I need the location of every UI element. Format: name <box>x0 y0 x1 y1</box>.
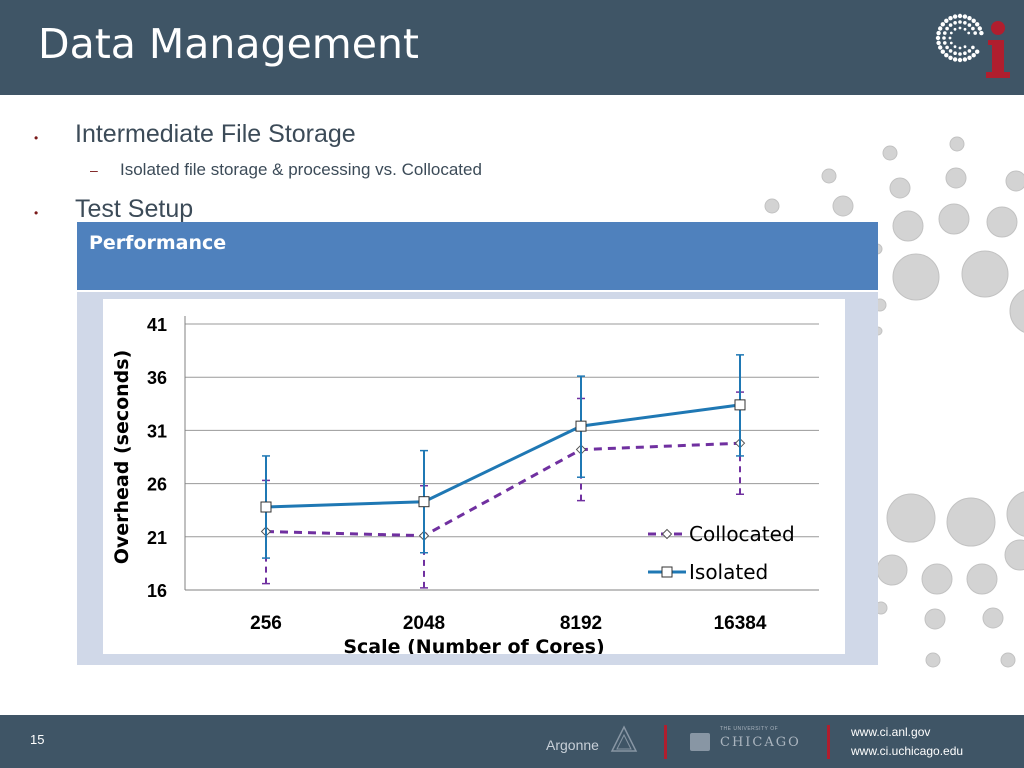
y-tick-label: 26 <box>147 475 167 495</box>
x-tick-label: 8192 <box>560 613 602 634</box>
footer-separator <box>827 725 830 759</box>
argonne-logo-text: Argonne <box>546 737 599 753</box>
y-tick-label: 31 <box>147 421 167 441</box>
isolated-point <box>418 496 430 508</box>
footer-url-uchicago[interactable]: www.ci.uchicago.edu <box>851 744 964 758</box>
panel-title: Performance <box>89 232 227 254</box>
isolated-point <box>575 420 587 432</box>
isolated-legend-label: Isolated <box>689 560 768 584</box>
footer-bar: 15 Argonne THE UNIVERSITY OF CHICAGO www… <box>0 715 1024 768</box>
bullet-marker: • <box>34 206 39 220</box>
performance-banner: Performance <box>77 222 878 292</box>
bullet-text: Intermediate File Storage <box>75 120 356 148</box>
collocated-legend-marker <box>661 528 673 540</box>
uchicago-logo-text: CHICAGO <box>720 735 801 750</box>
footer-url-anl[interactable]: www.ci.anl.gov <box>851 725 931 739</box>
y-tick-label: 41 <box>147 315 167 335</box>
collocated-series-line <box>265 441 741 538</box>
slide-title: Data Management <box>38 20 420 68</box>
bullet-item: • Intermediate File Storage <box>34 120 356 149</box>
sub-bullet-item: – Isolated file storage & processing vs.… <box>90 160 482 180</box>
x-axis-title: Scale (Number of Cores) <box>343 636 604 654</box>
bullet-item: • Test Setup <box>34 195 193 224</box>
x-tick-label: 16384 <box>714 613 767 634</box>
uchicago-crest-icon <box>690 733 710 751</box>
page-number: 15 <box>30 732 45 747</box>
footer-separator <box>664 725 667 759</box>
argonne-logo-icon <box>610 725 638 752</box>
chart-frame: 16 21 26 31 36 41 256 2048 8192 16384 Scale (Numbe… <box>77 292 878 665</box>
x-tick-label: 2048 <box>403 613 445 634</box>
isolated-series-line <box>265 403 741 509</box>
x-tick-label: 256 <box>250 613 282 634</box>
title-bar: Data Management <box>0 0 1024 95</box>
y-axis-title: Overhead (seconds) <box>111 350 133 565</box>
isolated-point <box>734 399 746 411</box>
overhead-line-chart: 16 21 26 31 36 41 256 2048 8192 16384 Scale (Numbe… <box>103 299 845 654</box>
y-tick-label: 16 <box>147 581 167 601</box>
y-tick-label: 36 <box>147 368 167 388</box>
bullet-text: Test Setup <box>75 195 194 223</box>
uchicago-logo-small-text: THE UNIVERSITY OF <box>720 726 779 732</box>
y-tick-label: 21 <box>147 528 167 548</box>
collocated-legend-label: Collocated <box>689 522 795 546</box>
sub-bullet-text: Isolated file storage & processing vs. C… <box>120 160 482 179</box>
bullet-marker: • <box>34 131 39 145</box>
ci-logo-icon <box>935 13 1010 78</box>
isolated-legend-marker <box>661 566 673 578</box>
isolated-point <box>260 501 272 513</box>
sub-bullet-marker: – <box>90 162 98 178</box>
